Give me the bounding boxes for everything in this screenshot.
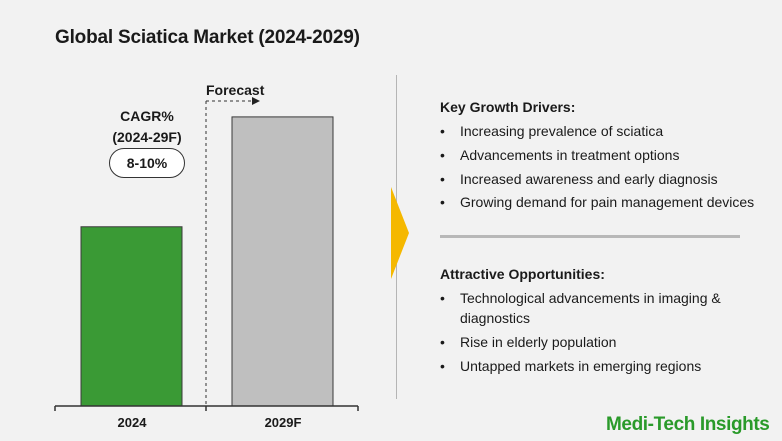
bullet-icon: • (440, 357, 445, 374)
bullet-icon: • (440, 146, 445, 163)
bar-2029f (231, 116, 334, 407)
bullet-icon: • (440, 290, 445, 306)
attractive-opportunities-list: • Technological advancements in imaging &… (440, 288, 760, 379)
bullet-icon: • (440, 170, 445, 187)
x-tick-label-2029f: 2029F (264, 415, 302, 430)
key-growth-drivers-list: • Increasing prevalence of sciatica • Adva… (440, 121, 760, 216)
driver-text: Increased awareness and early diagnosis (460, 170, 718, 187)
cagr-value-badge: 8-10% (109, 148, 185, 178)
list-item: • Growing demand for pain management devi… (440, 192, 760, 212)
bullet-icon: • (440, 194, 445, 211)
driver-text: Increasing prevalence of sciatica (460, 123, 664, 139)
opportunity-text: Technological advancements in imaging & … (460, 290, 721, 326)
list-item: • Advancements in treatment options (440, 145, 760, 165)
driver-text: Growing demand for pain management devic… (460, 194, 755, 211)
attractive-opportunities-heading: Attractive Opportunities: (440, 266, 605, 282)
forecast-label: Forecast (206, 82, 265, 98)
forecast-arrow-head (252, 97, 260, 105)
cagr-period: (2024-29F) (112, 129, 182, 145)
bullet-icon: • (440, 123, 445, 139)
brand-logo: Medi-Tech Insights (606, 414, 770, 435)
list-item: • Increased awareness and early diagnosis (440, 169, 760, 189)
list-item: • Increasing prevalence of sciatica (440, 121, 760, 141)
driver-text: Advancements in treatment options (460, 146, 680, 163)
bullet-icon: • (440, 333, 445, 350)
x-tick-label-2024: 2024 (117, 415, 147, 430)
key-growth-drivers-heading: Key Growth Drivers: (440, 99, 576, 115)
section-separator (440, 235, 740, 238)
page-title: Global Sciatica Market (2024-2029) (55, 27, 360, 48)
chart-bars (80, 116, 334, 407)
list-item: • Technological advancements in imaging &… (440, 288, 760, 328)
cagr-label: CAGR% (120, 108, 174, 124)
chevron-right-icon (391, 187, 409, 279)
opportunity-text: Untapped markets in emerging regions (460, 357, 702, 374)
list-item: • Rise in elderly population (440, 332, 760, 352)
opportunity-text: Rise in elderly population (460, 333, 617, 350)
list-item: • Untapped markets in emerging regions (440, 356, 760, 376)
bar-2024 (80, 226, 183, 407)
